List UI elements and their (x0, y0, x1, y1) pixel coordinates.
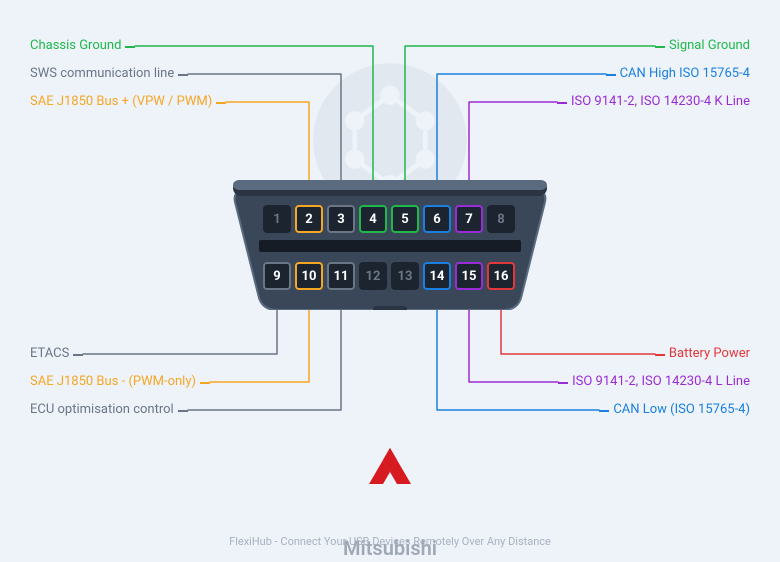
pin-2: 2 (295, 205, 323, 233)
pinout-label: ETACS (30, 346, 69, 361)
pin-7: 7 (455, 205, 483, 233)
pinout-label: SWS communication line (30, 66, 174, 81)
pin-13: 13 (391, 262, 419, 290)
pin-12: 12 (359, 262, 387, 290)
pin-9: 9 (263, 262, 291, 290)
mitsubishi-logo-icon (366, 448, 414, 490)
pinout-label: CAN High ISO 15765-4 (620, 66, 750, 81)
pin-4: 4 (359, 205, 387, 233)
pinout-label: Chassis Ground (30, 38, 121, 53)
pin-14: 14 (423, 262, 451, 290)
pinout-label: SAE J1850 Bus + (VPW / PWM) (30, 94, 212, 109)
pinout-label: Signal Ground (669, 38, 750, 53)
pin-3: 3 (327, 205, 355, 233)
pinout-label: ISO 9141-2, ISO 14230-4 L Line (572, 374, 750, 389)
pin-8: 8 (487, 205, 515, 233)
pin-10: 10 (295, 262, 323, 290)
pins-row-bottom: 910111213141516 (263, 262, 515, 290)
pinout-label: ISO 9141-2, ISO 14230-4 K Line (571, 94, 750, 109)
obd-connector (233, 180, 547, 310)
pin-11: 11 (327, 262, 355, 290)
pinout-label: ECU optimisation control (30, 402, 174, 417)
pin-1: 1 (263, 205, 291, 233)
pins-row-top: 12345678 (263, 205, 515, 233)
pin-15: 15 (455, 262, 483, 290)
pin-16: 16 (487, 262, 515, 290)
footer-text: FlexiHub - Connect Your USB Devices Remo… (0, 535, 780, 548)
pin-5: 5 (391, 205, 419, 233)
pin-6: 6 (423, 205, 451, 233)
pinout-label: SAE J1850 Bus - (PWM-only) (30, 374, 196, 389)
pinout-label: Battery Power (669, 346, 750, 361)
pinout-label: CAN Low (ISO 15765-4) (613, 402, 750, 417)
